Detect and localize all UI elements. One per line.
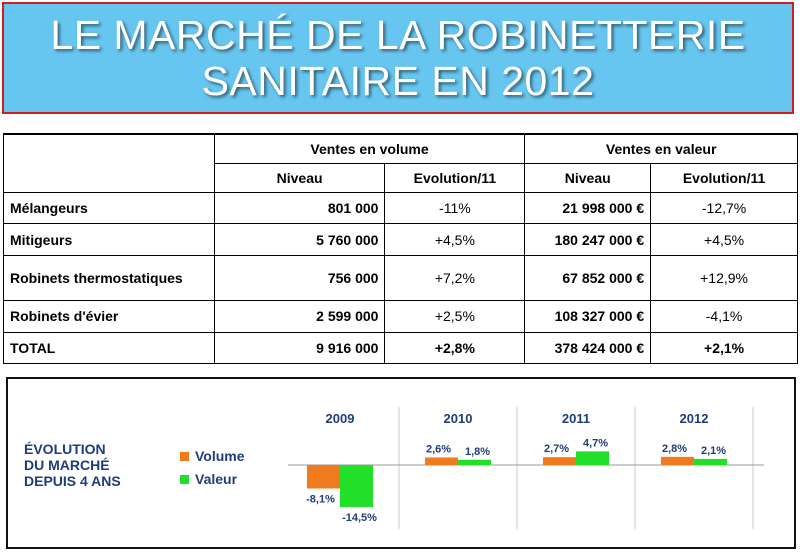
total-vol-level: 9 916 000	[213, 331, 386, 365]
val-level-cell: 67 852 000 €	[524, 254, 652, 302]
data-label-valeur: 4,7%	[583, 437, 608, 449]
legend-item-valeur: Valeur	[180, 471, 237, 487]
chart-title-line: DEPUIS 4 ANS	[24, 473, 121, 489]
val-evo-cell: -12,7%	[650, 192, 798, 225]
row-label: Mélangeurs	[3, 192, 215, 225]
bar-valeur	[458, 459, 491, 465]
bar-volume	[543, 457, 576, 465]
val-level-cell: 21 998 000 €	[524, 192, 652, 225]
chart-title-line: ÉVOLUTION	[24, 441, 106, 457]
market-table: Ventes en volume Ventes en valeur Niveau…	[3, 132, 798, 365]
bar-valeur	[694, 458, 727, 465]
banner-title-line-1: LE MARCHÉ DE LA ROBINETTERIE	[50, 12, 746, 58]
vol-evo-cell: +2,5%	[384, 300, 526, 333]
bar-volume	[425, 457, 458, 465]
legend-swatch-valeur	[180, 474, 189, 484]
data-label-volume: 2,6%	[426, 443, 451, 455]
legend-item-volume: Volume	[180, 448, 245, 464]
table-corner-cell	[3, 133, 215, 194]
data-label-valeur: -14,5%	[342, 512, 377, 524]
total-val-level: 378 424 000 €	[524, 331, 652, 365]
table-row: Mitigeurs 5 760 000 +4,5% 180 247 000 € …	[3, 223, 798, 256]
category-label: 2011	[562, 411, 590, 426]
banner-title-line-2: SANITAIRE EN 2012	[201, 58, 595, 104]
val-evo-cell: -4,1%	[650, 300, 798, 333]
bar-valeur	[340, 465, 373, 508]
category-label: 2012	[680, 411, 709, 426]
evolution-bar-chart: 2009 -8,1% -14,5% 2010 2,6% 1,8% 2011 2,7% 4,7% 2…	[288, 407, 764, 529]
total-vol-evo: +2,8%	[384, 331, 526, 365]
data-label-volume: 2,7%	[544, 443, 569, 455]
total-val-evo: +2,1%	[650, 331, 798, 365]
vol-level-cell: 5 760 000	[213, 223, 386, 256]
vol-level-cell: 756 000	[213, 254, 386, 302]
bar-volume	[661, 456, 694, 465]
title-banner: LE MARCHÉ DE LA ROBINETTERIE SANITAIRE E…	[2, 2, 794, 114]
group-header-volume: Ventes en volume	[213, 132, 526, 164]
val-evo-cell: +4,5%	[650, 223, 798, 256]
vol-level-cell: 2 599 000	[213, 300, 386, 333]
table-row: Mélangeurs 801 000 -11% 21 998 000 € -12…	[3, 192, 798, 225]
legend-label-valeur: Valeur	[195, 471, 238, 487]
data-label-valeur: 2,1%	[701, 445, 726, 457]
data-label-valeur: 1,8%	[465, 446, 490, 458]
bar-valeur	[576, 451, 609, 465]
data-label-volume: 2,8%	[662, 443, 687, 455]
row-label: Robinets thermostatiques	[3, 254, 215, 302]
vol-evo-cell: +7,2%	[384, 254, 526, 302]
category-label: 2009	[326, 411, 355, 426]
sub-header-val-level: Niveau	[524, 162, 652, 194]
chart-title-line: DU MARCHÉ	[24, 457, 110, 473]
total-row: TOTAL 9 916 000 +2,8% 378 424 000 € +2,1…	[3, 331, 798, 365]
total-label: TOTAL	[3, 331, 215, 365]
data-label-volume: -8,1%	[306, 493, 335, 505]
sub-header-val-evo: Evolution/11	[650, 162, 798, 194]
table-row: Robinets d'évier 2 599 000 +2,5% 108 327…	[3, 300, 798, 333]
val-level-cell: 180 247 000 €	[524, 223, 652, 256]
val-evo-cell: +12,9%	[650, 254, 798, 302]
sub-header-vol-level: Niveau	[213, 162, 386, 194]
val-level-cell: 108 327 000 €	[524, 300, 652, 333]
legend-label-volume: Volume	[195, 448, 245, 464]
row-label: Mitigeurs	[3, 223, 215, 256]
category-label: 2010	[444, 411, 473, 426]
group-header-value: Ventes en valeur	[524, 132, 798, 164]
evolution-chart-panel: ÉVOLUTION DU MARCHÉ DEPUIS 4 ANS Volume …	[6, 377, 796, 549]
legend-swatch-volume	[180, 451, 189, 461]
vol-level-cell: 801 000	[213, 192, 386, 225]
chart-title: ÉVOLUTION DU MARCHÉ DEPUIS 4 ANS	[24, 441, 121, 489]
table-row: Robinets thermostatiques 756 000 +7,2% 6…	[3, 254, 798, 302]
row-label: Robinets d'évier	[3, 300, 215, 333]
vol-evo-cell: +4,5%	[384, 223, 526, 256]
bar-volume	[307, 465, 340, 489]
sub-header-vol-evo: Evolution/11	[384, 162, 526, 194]
vol-evo-cell: -11%	[384, 192, 526, 225]
